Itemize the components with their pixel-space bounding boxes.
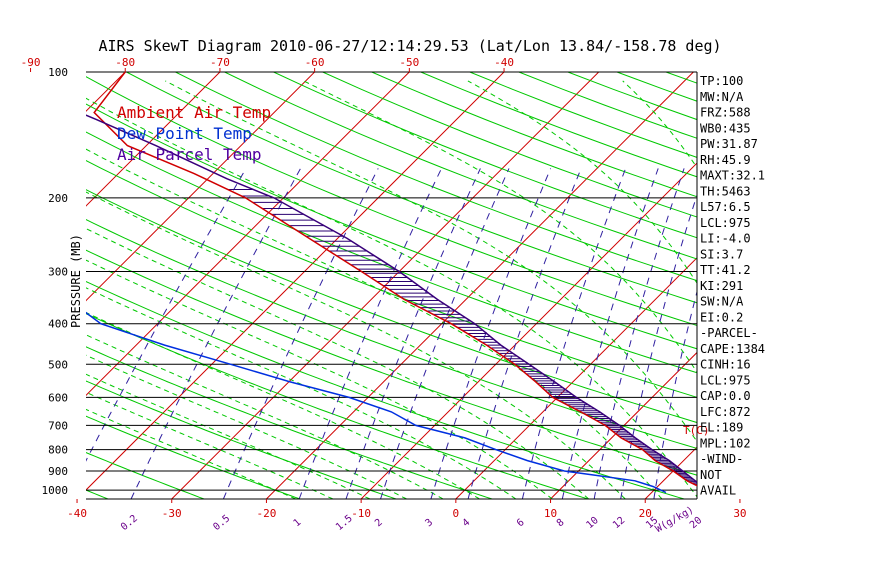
chart-title: AIRS SkewT Diagram 2010-06-27/12:14:29.5… (98, 37, 721, 55)
pressure-tick-label: 300 (48, 266, 68, 279)
bottom-temp-label: -40 (67, 507, 87, 520)
mixing-ratio-line (808, 168, 857, 499)
pressure-tick-label: 800 (48, 444, 68, 457)
mixing-ratio-label: 0.5 (211, 513, 232, 533)
mixing-ratio-label: 3 (423, 517, 435, 529)
mixing-ratio-label: 4 (461, 517, 473, 529)
dry-adiabat-line (0, 72, 108, 499)
index-entry: -WIND- (700, 452, 743, 466)
index-entry: L57:6.5 (700, 200, 751, 214)
mixing-ratio-label: 10 (584, 515, 600, 531)
top-temp-label: -40 (494, 56, 514, 69)
index-entry: LI:-4.0 (700, 232, 751, 246)
legend-entry: Dew Point Temp (117, 124, 252, 143)
mixing-ratio-line (761, 168, 819, 499)
mixing-ratio-label: 6 (515, 517, 527, 529)
dry-adiabat-line (274, 72, 870, 499)
bottom-temp-label: -30 (162, 507, 182, 520)
dry-adiabat-line (0, 72, 588, 499)
pressure-tick-label: 200 (48, 192, 68, 205)
index-entry: CAP:0.0 (700, 389, 751, 403)
moist-adiabat-line (0, 81, 370, 499)
moist-adiabat-line (0, 81, 333, 499)
index-entry: TT:41.2 (700, 263, 751, 277)
pressure-tick-label: 700 (48, 419, 68, 432)
isotherm-line (0, 72, 125, 499)
legend-entry: Air Parcel Temp (117, 145, 262, 164)
dry-adiabat-line (225, 72, 870, 499)
pressure-tick-label: 900 (48, 465, 68, 478)
index-entry: FRZ:588 (700, 106, 751, 120)
index-entry: MAXT:32.1 (700, 169, 765, 183)
legend-entry: Ambient Air Temp (117, 103, 271, 122)
mixing-ratio-unit-label: W(g/kg) (654, 505, 696, 536)
index-entry: TP:100 (700, 74, 743, 88)
index-entry: LCL:975 (700, 373, 751, 387)
pressure-tick-label: 100 (48, 66, 68, 79)
top-temp-label: -70 (210, 56, 230, 69)
top-temp-label: -80 (115, 56, 135, 69)
index-entry: TH:5463 (700, 184, 751, 198)
top-temp-label: -90 (21, 56, 41, 69)
index-entry: NOT (700, 468, 722, 482)
index-entry: SW:N/A (700, 295, 744, 309)
legend: Ambient Air Temp Dew Point Temp Air Parcel… (117, 103, 271, 164)
index-entry: MPL:102 (700, 436, 751, 450)
pressure-tick-label: 500 (48, 358, 68, 371)
isotherm-line (0, 72, 31, 499)
dry-adiabat-line (421, 72, 870, 499)
top-temp-label: -50 (399, 56, 419, 69)
index-entry: EL:189 (700, 421, 743, 435)
index-entry: WB0:435 (700, 121, 751, 135)
dry-adiabat-line (0, 72, 12, 499)
y-axis-label: PRESSURE (MB) (69, 234, 83, 328)
pressure-tick-label: 600 (48, 391, 68, 404)
moist-adiabat-line (0, 81, 589, 499)
isotherm-line (740, 72, 870, 499)
index-entry: SI:3.7 (700, 247, 743, 261)
index-entry: PW:31.87 (700, 137, 758, 151)
index-entry: EI:0.2 (700, 310, 743, 324)
mixing-ratio-label: 8 (555, 517, 567, 529)
profile-layer (0, 72, 718, 493)
bottom-temp-label: 30 (733, 507, 746, 520)
cape-hatch-region (228, 190, 701, 486)
isotherm-line (456, 72, 870, 499)
bottom-temp-label: 0 (453, 507, 460, 520)
pressure-tick-label: 400 (48, 318, 68, 331)
mixing-ratio-label: 20 (688, 515, 704, 531)
index-entry: -PARCEL- (700, 326, 758, 340)
mixing-ratio-label: 0.2 (119, 513, 140, 533)
index-entry: RH:45.9 (700, 153, 751, 167)
top-temp-label: -60 (305, 56, 325, 69)
index-entry: CAPE:1384 (700, 342, 765, 356)
mixing-ratio-label: 1 (292, 517, 304, 529)
index-entry: AVAIL (700, 484, 736, 498)
dry-adiabat-line (176, 72, 870, 499)
index-entry: KI:291 (700, 279, 743, 293)
mixing-ratio-label: 12 (611, 515, 627, 531)
moist-adiabat-line (0, 81, 662, 499)
index-entry: CINH:16 (700, 358, 751, 372)
moist-adiabat-line (0, 81, 407, 499)
index-entry: LCL:975 (700, 216, 751, 230)
mixing-ratio-label: 2 (373, 517, 385, 529)
index-entry: MW:N/A (700, 90, 744, 104)
isotherm-line (835, 72, 870, 499)
index-entry: LFC:872 (700, 405, 751, 419)
bottom-temp-label: -20 (257, 507, 277, 520)
bottom-temp-label: -10 (351, 507, 371, 520)
bottom-temp-label: 10 (544, 507, 557, 520)
pressure-tick-label: 1000 (42, 484, 69, 497)
